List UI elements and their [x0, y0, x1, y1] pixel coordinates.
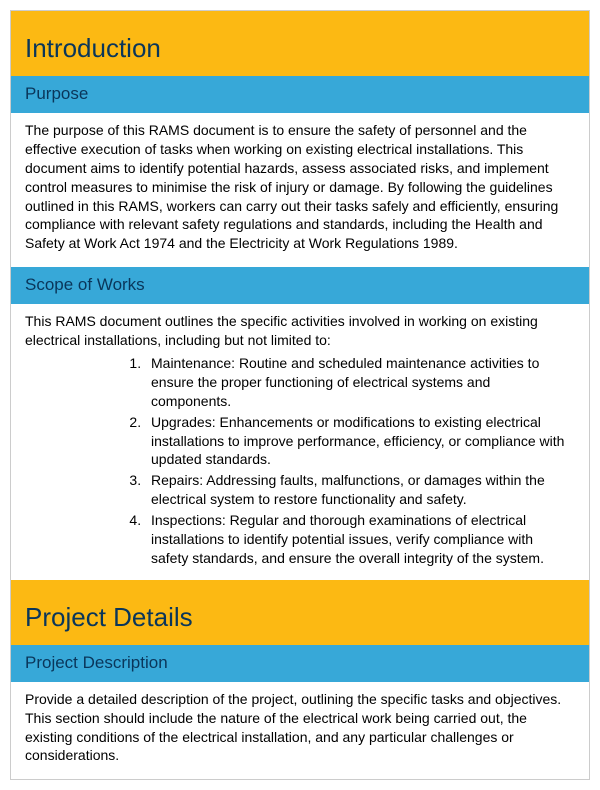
h2-scope: Scope of Works — [25, 274, 575, 297]
section-heading-introduction: Introduction — [11, 11, 589, 76]
subsection-heading-purpose: Purpose — [11, 76, 589, 113]
scope-list: Maintenance: Routine and scheduled maint… — [25, 354, 575, 568]
scope-item: Inspections: Regular and thorough examin… — [145, 511, 571, 568]
subsection-heading-scope: Scope of Works — [11, 267, 589, 304]
h1-project-details: Project Details — [25, 600, 575, 635]
purpose-body: The purpose of this RAMS document is to … — [11, 113, 589, 267]
section-heading-project-details: Project Details — [11, 580, 589, 645]
h2-purpose: Purpose — [25, 83, 575, 106]
scope-intro-text: This RAMS document outlines the specific… — [25, 312, 575, 350]
document-container: Introduction Purpose The purpose of this… — [10, 10, 590, 780]
project-description-body: Provide a detailed description of the pr… — [11, 682, 589, 780]
scope-item: Upgrades: Enhancements or modifications … — [145, 413, 571, 470]
purpose-text: The purpose of this RAMS document is to … — [25, 121, 575, 253]
scope-item: Maintenance: Routine and scheduled maint… — [145, 354, 571, 411]
h2-project-description: Project Description — [25, 652, 575, 675]
subsection-heading-project-description: Project Description — [11, 645, 589, 682]
scope-body: This RAMS document outlines the specific… — [11, 304, 589, 580]
project-description-text: Provide a detailed description of the pr… — [25, 690, 575, 766]
scope-item: Repairs: Addressing faults, malfunctions… — [145, 471, 571, 509]
h1-introduction: Introduction — [25, 31, 575, 66]
